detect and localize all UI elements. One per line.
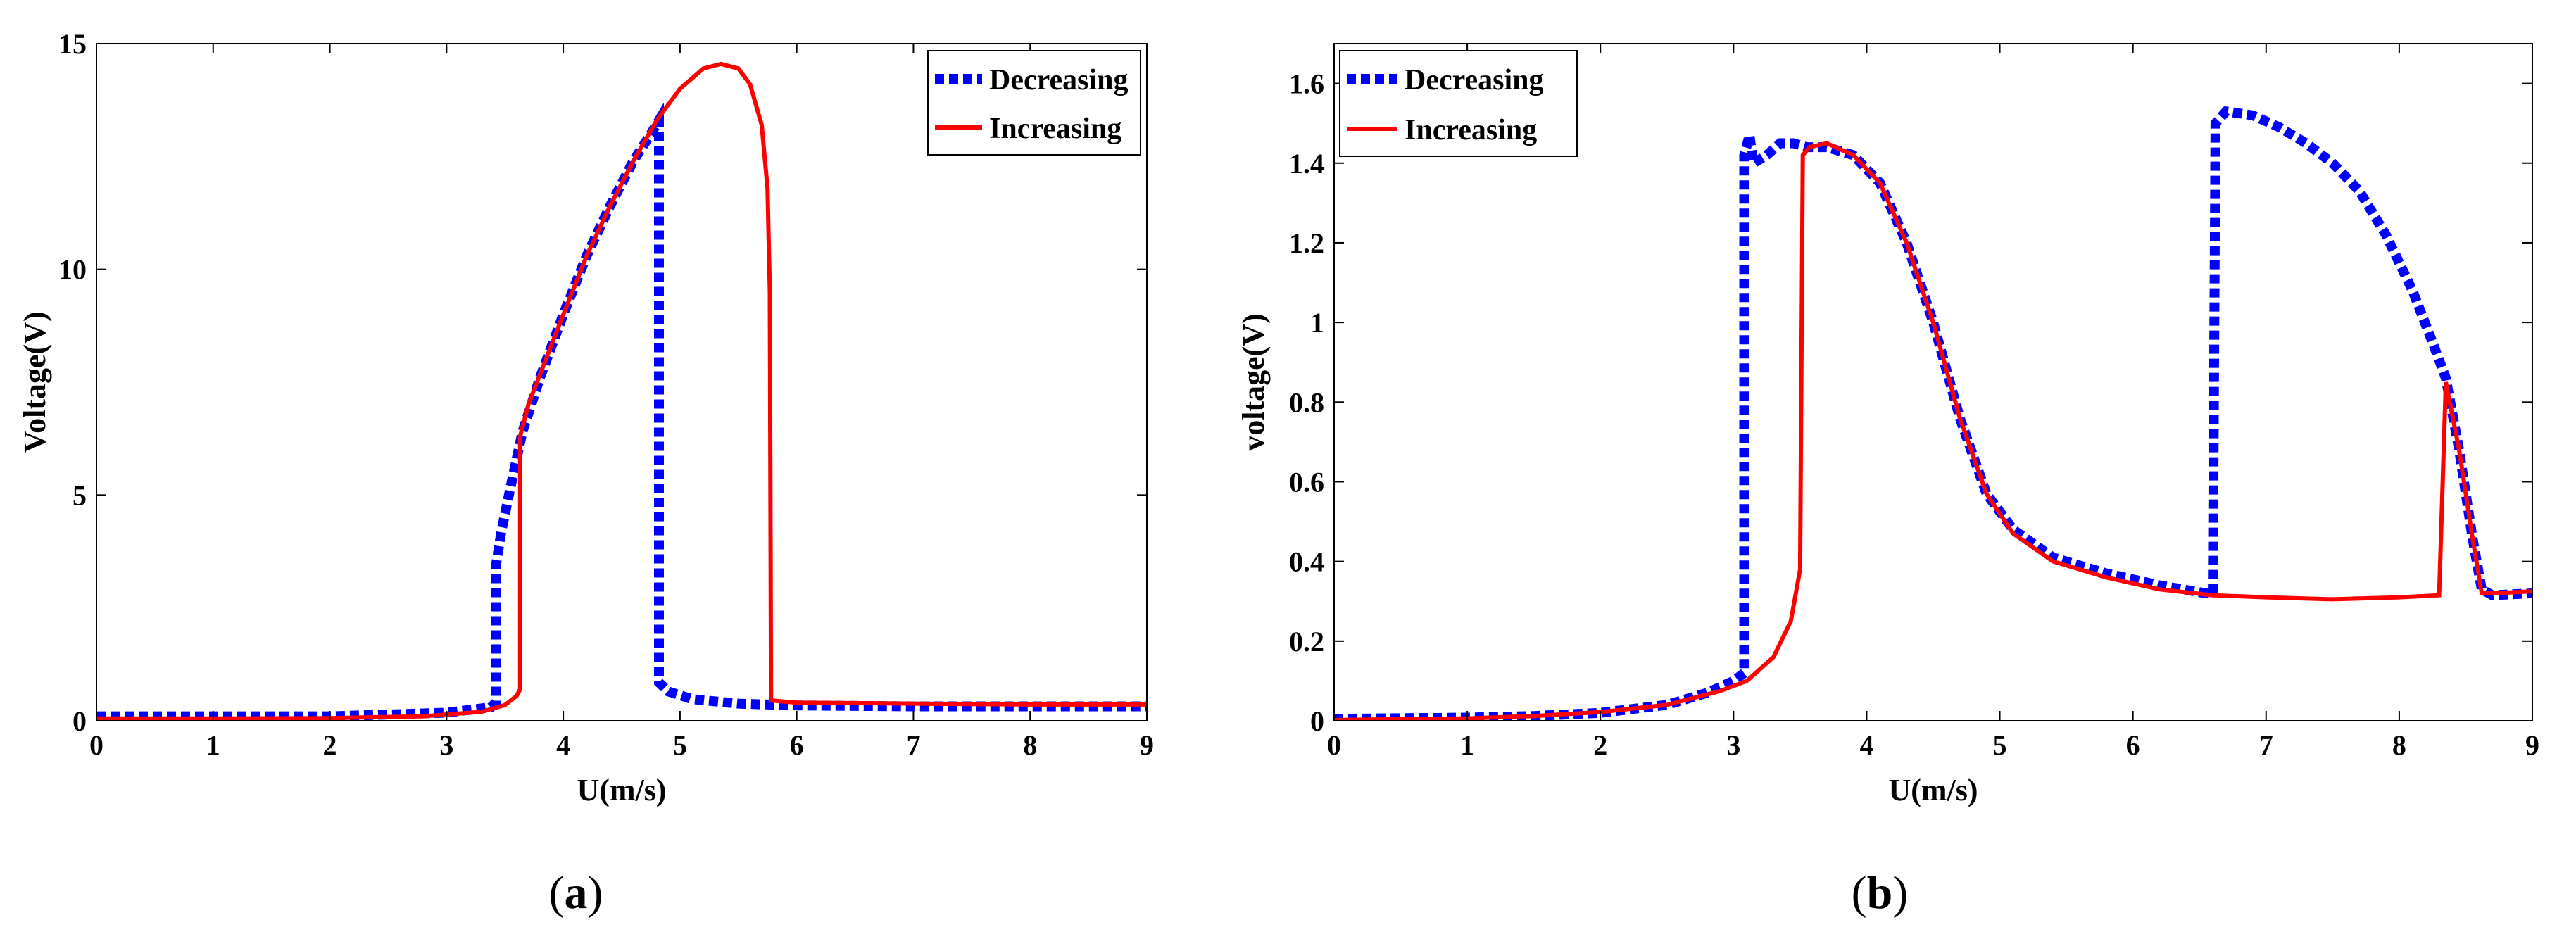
x-tick-label: 5: [1993, 729, 2007, 761]
y-tick-label: 5: [73, 479, 87, 511]
y-tick-label: 1.6: [1289, 68, 1324, 100]
y-tick-label: 1.2: [1289, 227, 1324, 259]
y-tick-label: 0: [1310, 705, 1324, 737]
axes-frame-b: [1333, 43, 2533, 721]
x-tick-label: 1: [206, 729, 220, 761]
y-tick-label: 0: [73, 705, 87, 737]
x-tick-label: 5: [673, 729, 687, 761]
y-axis-label-b: voltage(V): [1236, 313, 1271, 451]
panel-a: 0 1 2 3 4 5 6 7 8 9 0 5 10 15 U(m/s) Voltage(V) Decre…: [18, 28, 1154, 919]
x-axis-label-b: U(m/s): [1888, 773, 1978, 807]
x-tick-label: 7: [2259, 729, 2273, 761]
legend-label-decreasing-b: Decreasing: [1405, 64, 1544, 96]
axes-frame-a: [96, 43, 1148, 721]
y-tick-label: 0.2: [1289, 626, 1324, 657]
y-tick-label: 1: [1310, 307, 1324, 339]
panel-label-b: (b): [1852, 867, 1909, 919]
legend-label-decreasing-a: Decreasing: [989, 64, 1129, 96]
y-tick-label: 0.6: [1289, 466, 1324, 498]
x-tick-label: 4: [1859, 729, 1873, 761]
x-tick-label: 8: [2392, 729, 2406, 761]
y-tick-label: 0.4: [1289, 546, 1324, 578]
x-tick-label: 4: [556, 729, 570, 761]
panel-label-a: (a): [549, 867, 603, 919]
x-tick-label: 7: [906, 729, 920, 761]
x-axis-label-a: U(m/s): [577, 773, 666, 807]
series-a-increasing: [96, 61, 1147, 721]
y-tick-label: 1.4: [1289, 148, 1324, 179]
y-tick-label: 0.8: [1289, 386, 1324, 418]
series-b-decreasing: [1334, 106, 2532, 721]
legend-box-b: [1339, 50, 1578, 157]
x-tick-label: 0: [89, 729, 103, 761]
legend-label-increasing-b: Increasing: [1405, 114, 1537, 146]
x-tick-label: 2: [1593, 729, 1607, 761]
x-tick-label: 6: [790, 729, 804, 761]
y-tick-label: 10: [58, 254, 87, 286]
x-tick-label: 9: [1140, 729, 1154, 761]
plot-area-a: [96, 61, 1147, 721]
x-tick-label: 3: [439, 729, 453, 761]
series-a-decreasing: [96, 102, 1147, 721]
x-tick-label: 3: [1726, 729, 1740, 761]
panel-b: 0 1 2 3 4 5 6 7 8 9 0 0.2 0.4 0.6 0.8 1 1.2 1.4 1.6 U(m/s)…: [1236, 43, 2539, 919]
legend-a: Decreasing Increasing: [927, 50, 1141, 156]
plot-area-b: [1334, 106, 2532, 721]
x-tick-label: 0: [1327, 729, 1341, 761]
series-b-increasing: [1334, 141, 2532, 721]
legend-label-increasing-a: Increasing: [989, 113, 1121, 145]
legend-b: Decreasing Increasing: [1339, 50, 1578, 157]
x-tick-label: 2: [323, 729, 337, 761]
ticks-b: 0 1 2 3 4 5 6 7 8 9 0 0.2 0.4 0.6 0.8 1 1.2 1.4 1.6: [1289, 44, 2539, 761]
ticks-a: 0 1 2 3 4 5 6 7 8 9 0 5 10 15: [58, 28, 1154, 761]
x-tick-label: 9: [2525, 729, 2539, 761]
x-tick-label: 6: [2126, 729, 2140, 761]
legend-box-a: [927, 50, 1141, 156]
x-tick-label: 8: [1023, 729, 1037, 761]
y-tick-label: 15: [58, 28, 87, 60]
x-tick-label: 1: [1460, 729, 1474, 761]
y-axis-label-a: Voltage(V): [18, 311, 52, 453]
